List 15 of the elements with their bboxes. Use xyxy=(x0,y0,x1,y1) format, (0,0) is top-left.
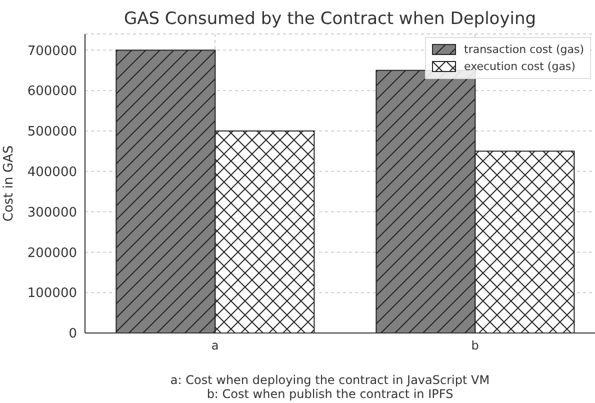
y-tick-label: 500000 xyxy=(27,124,77,140)
y-axis-title: Cost in GAS xyxy=(2,145,17,222)
y-tick-label: 100000 xyxy=(27,286,77,302)
legend-label: execution cost (gas) xyxy=(464,59,576,75)
legend-label: transaction cost (gas) xyxy=(464,42,584,58)
y-tick-label: 400000 xyxy=(27,164,77,180)
y-tick-label: 600000 xyxy=(27,84,77,100)
y-tick-label: 300000 xyxy=(27,205,77,220)
y-tick-label: 200000 xyxy=(27,246,77,261)
x-tick-label: b xyxy=(471,338,479,353)
y-tick-label: 700000 xyxy=(27,44,77,59)
x-axis-title: a: Cost when deploying the contract in JavaScript VM b: Cost when publish the contract in IPFS xyxy=(170,373,490,401)
x-tick-label: a xyxy=(211,338,219,353)
y-tick-label: 0 xyxy=(68,326,77,342)
chart-title: GAS Consumed by the Contract when Deploying xyxy=(124,9,536,29)
